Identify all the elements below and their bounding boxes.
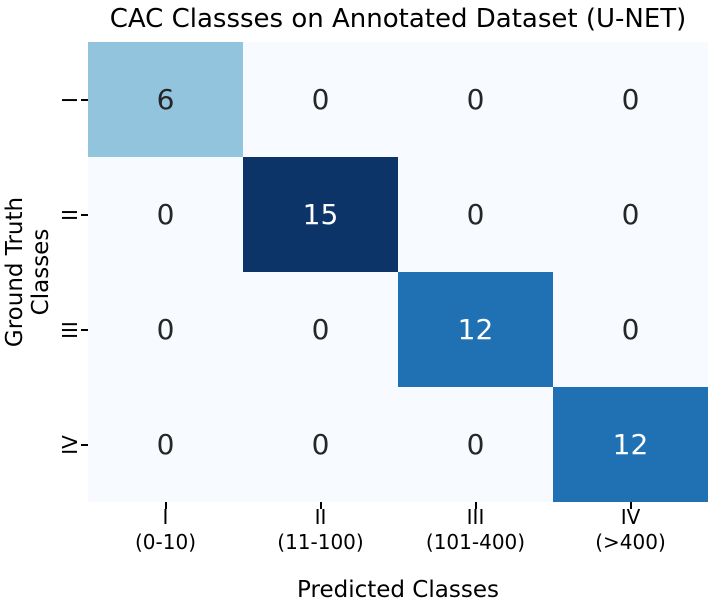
y-tick-mark xyxy=(81,99,88,101)
y-axis-label: Ground Truth Classes xyxy=(2,196,54,348)
y-tick-mark xyxy=(81,214,88,216)
heatmap-cell: 0 xyxy=(88,272,243,387)
y-tick-label: I xyxy=(58,97,82,103)
heatmap-cell: 0 xyxy=(553,157,708,272)
heatmap-grid: 6 0 0 0 0 15 0 0 0 0 12 0 0 0 0 12 xyxy=(88,42,708,502)
y-tick-label: II xyxy=(58,209,82,221)
heatmap-cell: 0 xyxy=(398,387,553,502)
x-tick-mark xyxy=(630,502,632,509)
x-tick-range: (0-10) xyxy=(135,530,196,554)
heatmap-cell: 0 xyxy=(553,272,708,387)
y-tick-mark xyxy=(81,329,88,331)
x-tick-roman: I xyxy=(162,505,169,529)
x-tick-roman: II xyxy=(314,505,327,529)
heatmap-cell: 6 xyxy=(88,42,243,157)
heatmap-cell: 0 xyxy=(553,42,708,157)
y-tick-label: III xyxy=(58,321,82,339)
x-tick-mark xyxy=(475,502,477,509)
x-tick-mark xyxy=(165,502,167,509)
x-tick-label: II (11-100) xyxy=(243,505,398,555)
x-tick-range: (>400) xyxy=(595,530,666,554)
x-tick-label: III (101-400) xyxy=(398,505,553,555)
heatmap-cell: 15 xyxy=(243,157,398,272)
heatmap-cell: 0 xyxy=(398,42,553,157)
x-tick-label: I (0-10) xyxy=(88,505,243,555)
heatmap-cell: 0 xyxy=(88,157,243,272)
x-tick-roman: III xyxy=(466,505,485,529)
x-tick-range: (11-100) xyxy=(277,530,364,554)
x-axis-label: Predicted Classes xyxy=(297,577,499,603)
heatmap-cell: 0 xyxy=(88,387,243,502)
heatmap-cell: 0 xyxy=(243,42,398,157)
heatmap-cell: 12 xyxy=(553,387,708,502)
heatmap-cell: 0 xyxy=(243,272,398,387)
x-tick-mark xyxy=(320,502,322,509)
y-tick-label: IV xyxy=(58,435,82,455)
heatmap-cell: 12 xyxy=(398,272,553,387)
x-tick-range: (101-400) xyxy=(425,530,526,554)
x-tick-roman: IV xyxy=(620,505,641,529)
heatmap-cell: 0 xyxy=(243,387,398,502)
heatmap-cell: 0 xyxy=(398,157,553,272)
chart-title: CAC Classses on Annotated Dataset (U-NET… xyxy=(109,4,687,34)
y-tick-mark xyxy=(81,444,88,446)
x-tick-label: IV (>400) xyxy=(553,505,708,555)
